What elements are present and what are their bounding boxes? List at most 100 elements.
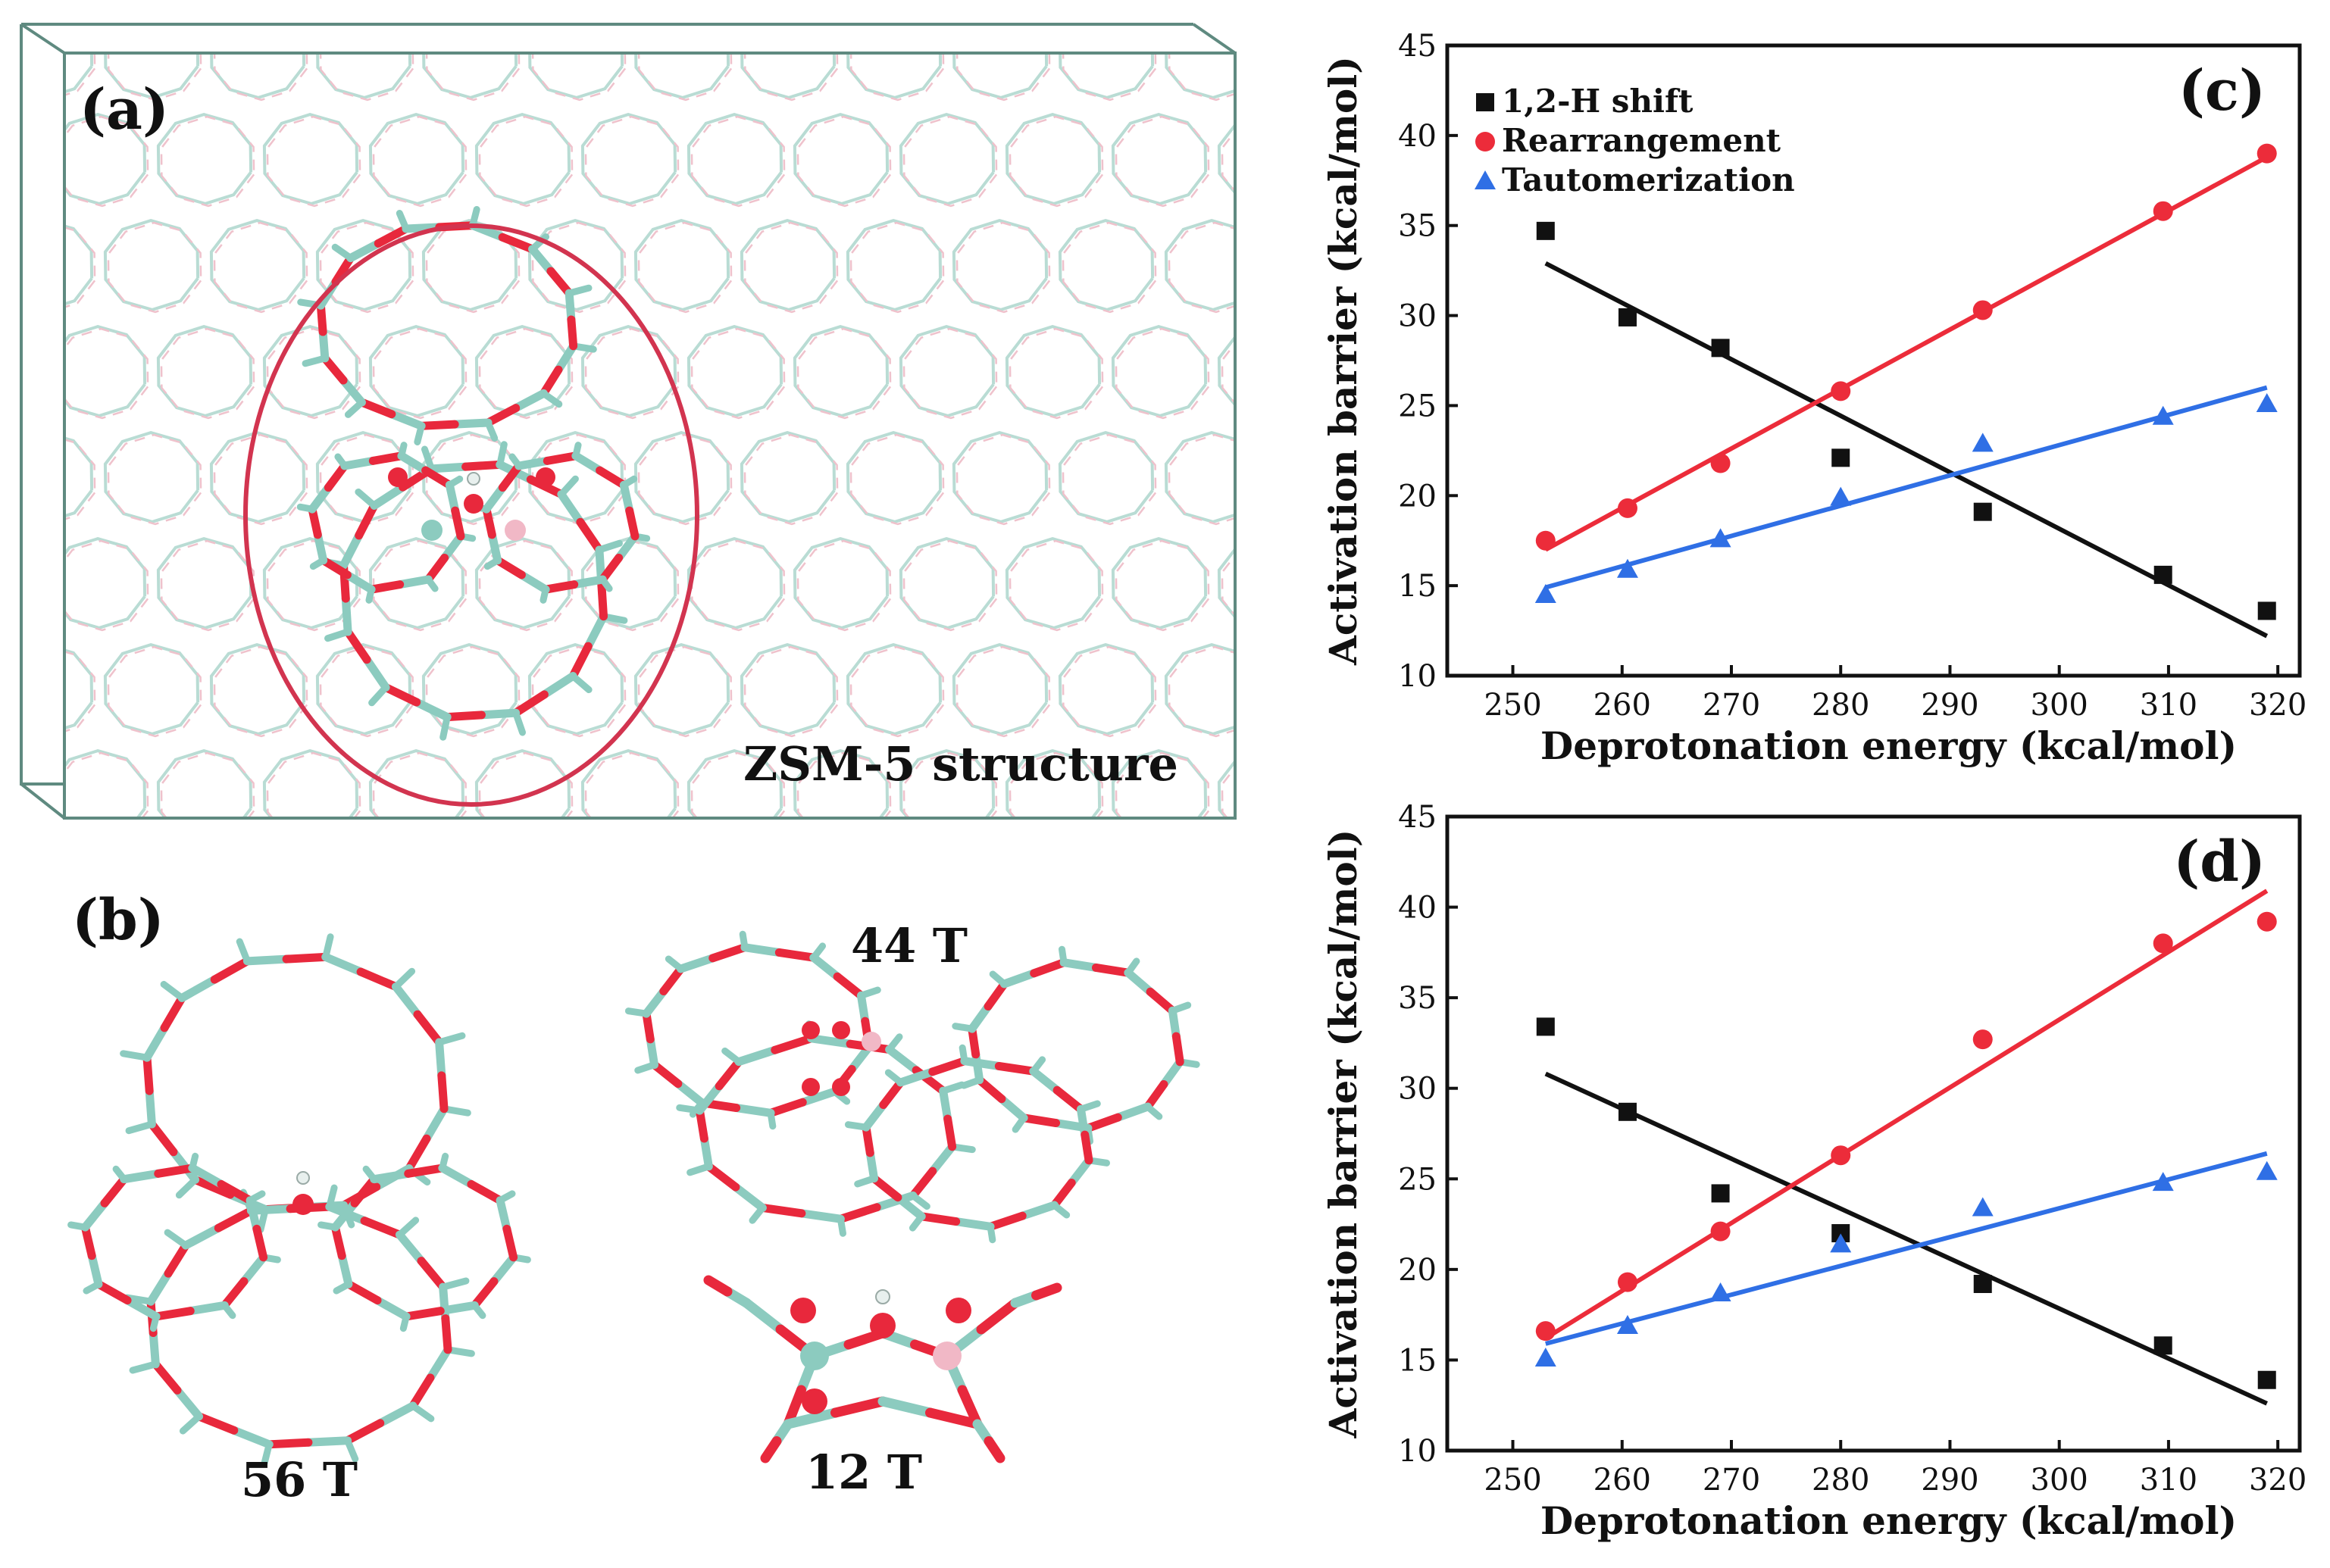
y-tick-label: 10	[1398, 659, 1437, 694]
series-point	[1616, 558, 1638, 578]
lattice-ring	[103, 431, 200, 523]
cluster-56t-ring-bond	[123, 1296, 161, 1321]
cluster-44t-label: 44 T	[851, 918, 968, 973]
channel-ring-bond	[469, 206, 480, 230]
cluster-44t-ring-bond	[665, 955, 685, 973]
series-point	[2153, 1336, 2172, 1355]
lattice-ring-bridge	[1062, 221, 1157, 314]
cluster-44t-ring-bond	[836, 1203, 881, 1223]
lattice-ring	[1005, 113, 1102, 205]
channel-ring-bond	[427, 462, 471, 473]
chart-c-x-axis-title: Deprotonation energy (kcal/mol)	[1540, 723, 2237, 768]
cluster-56t-ring-bond	[120, 1050, 151, 1061]
channel-ring-bond	[319, 556, 352, 579]
cluster-44t-ring-bond	[960, 1057, 1003, 1070]
series-point	[1616, 1314, 1638, 1334]
cluster-12t-bond	[741, 1298, 786, 1335]
series-point	[1710, 453, 1731, 473]
channel-ring-bond	[412, 698, 452, 722]
cluster-56t-ring-bond	[149, 1329, 160, 1369]
cluster-12t-bond	[984, 1436, 1005, 1463]
cluster-56t-ring-bond	[470, 1277, 499, 1310]
cluster-56t-ring-bond	[467, 1179, 505, 1205]
series-point	[1536, 221, 1555, 240]
cluster-56t-ring-bond	[264, 1438, 313, 1449]
series-point	[2257, 911, 2277, 932]
cluster-44t-ring-bond	[844, 1121, 870, 1131]
lattice-ring	[1217, 546, 1235, 620]
cluster-44t-ring-bond	[1018, 1201, 1059, 1220]
lattice-ring	[952, 219, 1049, 311]
cluster-56t-ring-bond	[94, 1279, 132, 1305]
panel-b-label: (b)	[72, 888, 164, 953]
lattice-ring-bridge	[849, 645, 945, 738]
chart-d-plot-frame	[1445, 814, 2302, 1453]
channel-ring-bond	[424, 553, 449, 584]
lattice-ring	[528, 53, 624, 99]
cluster-44t-ring-bond	[879, 1078, 905, 1110]
channel-ring-bond	[445, 480, 460, 515]
cluster-56t-ring-bond	[149, 1313, 160, 1332]
x-tick-label: 280	[1812, 1463, 1869, 1498]
series-point	[2257, 601, 2276, 620]
channel-ring-bond	[346, 239, 383, 263]
channel-ring-bond	[357, 398, 396, 419]
series-point	[1535, 1321, 1556, 1342]
cluster-44t-ring-bond	[959, 1044, 968, 1065]
lattice-ring	[952, 431, 1049, 523]
lattice-ring	[64, 749, 147, 818]
channel-ring-bond	[477, 708, 521, 720]
channel-ring-bond	[439, 714, 451, 741]
cluster-56t-ring-bond	[189, 1152, 199, 1172]
lattice-ring-bridge	[160, 115, 255, 208]
lattice-ring	[64, 537, 147, 629]
channel-ring-bond	[313, 530, 328, 565]
cluster-44t-ring-bond	[928, 1142, 957, 1176]
lattice-ring	[899, 325, 996, 417]
channel-ring-bond	[597, 579, 608, 621]
lattice-ring-bridge	[319, 645, 414, 738]
legend-label: Tautomerization	[1502, 161, 1795, 198]
legend-marker	[1475, 132, 1495, 151]
cluster-56t-ring-bond	[246, 1204, 295, 1215]
channel-ring-bond	[596, 466, 628, 489]
lattice-ring-bridge	[902, 539, 998, 632]
cluster-56t-ring-bond	[246, 1190, 266, 1204]
cluster-44t-ring-bond	[739, 930, 749, 951]
cluster-44t-ring-bond	[749, 1204, 766, 1224]
x-tick-label: 270	[1703, 1463, 1760, 1498]
lattice-ring	[846, 643, 943, 736]
cluster-44t-ring-bond	[798, 1087, 839, 1107]
cluster-56t-ring-bond	[408, 1373, 435, 1410]
cluster-44t-ring-bond	[734, 1045, 780, 1067]
channel-ring-bond	[331, 243, 355, 262]
cluster-44t-ring-bond	[952, 1217, 995, 1231]
lattice-ring	[952, 53, 1049, 99]
cluster-44t-ring-bond	[1029, 1067, 1062, 1095]
cluster-56t-model	[67, 933, 531, 1467]
y-tick-label: 35	[1398, 209, 1437, 244]
lattice-background	[64, 53, 1235, 818]
lattice-ring	[1217, 758, 1235, 818]
lattice-ring-bridge	[266, 751, 361, 818]
lattice-ring	[793, 113, 890, 205]
lattice-ring	[1217, 122, 1235, 195]
zsm5-caption: ZSM-5 structure	[743, 736, 1178, 792]
cluster-56t-ring-bond	[441, 1313, 452, 1354]
lattice-ring	[527, 643, 624, 736]
lattice-ring-bridge	[743, 221, 839, 314]
lattice-ring-bridge	[478, 539, 574, 632]
cluster-44t-ring-bond	[833, 972, 865, 1000]
channel-ring-bond	[421, 445, 435, 473]
channel-ring-bond	[344, 398, 365, 418]
cluster-56t-ring-bond	[147, 1120, 178, 1157]
lattice-ring	[686, 113, 783, 205]
cluster-44t-ring-bond	[1171, 1032, 1184, 1067]
cluster-44t-ring-bond	[1124, 968, 1155, 996]
channel-ring-bond	[396, 575, 433, 589]
cluster-56t-ring-bond	[426, 1345, 452, 1382]
lattice-ring-bridge	[584, 539, 680, 632]
cluster-56t-ring-bond	[142, 1023, 169, 1062]
cluster-56t-ring-bond	[356, 967, 400, 992]
cluster-12t-bond	[957, 1385, 983, 1429]
